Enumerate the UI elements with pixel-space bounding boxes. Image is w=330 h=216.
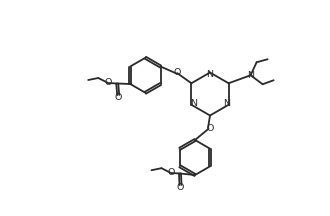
Text: N: N bbox=[247, 71, 254, 80]
Text: O: O bbox=[174, 68, 181, 77]
Text: O: O bbox=[206, 124, 214, 133]
Text: N: N bbox=[190, 99, 197, 108]
Text: O: O bbox=[167, 168, 174, 177]
Text: O: O bbox=[115, 93, 122, 102]
Text: O: O bbox=[104, 78, 112, 87]
Text: O: O bbox=[177, 183, 184, 192]
Text: N: N bbox=[207, 70, 214, 79]
Text: N: N bbox=[223, 99, 230, 108]
